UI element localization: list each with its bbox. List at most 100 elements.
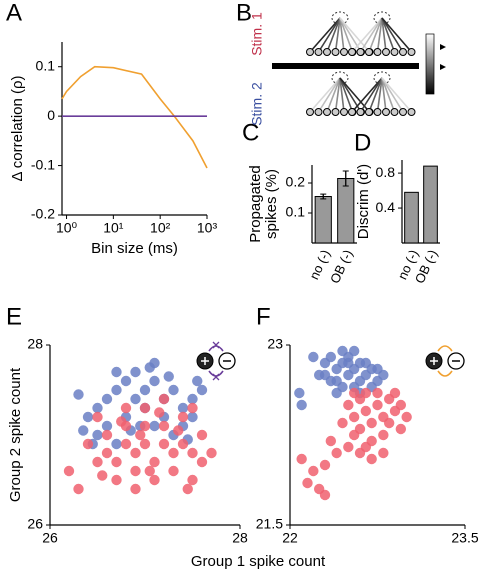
y-tick-label: -0.2 (31, 206, 55, 222)
x-tick-label: 10⁰ (56, 220, 78, 236)
target-neuron (365, 108, 373, 116)
scatter-point (182, 483, 193, 495)
synapse (381, 77, 413, 113)
y-axis-label: Discrim (d') (355, 164, 372, 239)
synapse (381, 17, 413, 53)
scatter-point (149, 375, 160, 387)
scatter-point (331, 387, 342, 399)
scatter-point (92, 456, 103, 468)
scatter-point (116, 416, 127, 427)
x-tick-label: 22 (282, 530, 298, 546)
target-neuron (323, 48, 331, 56)
synapse (381, 77, 404, 113)
target-neuron (373, 108, 382, 116)
scatter-point (139, 420, 151, 432)
scatter-point (383, 417, 395, 429)
target-neuron (340, 108, 348, 116)
scatter-point (348, 345, 360, 357)
y-tick-label: 0.1 (36, 57, 56, 73)
scatter-point (348, 411, 360, 423)
bar (314, 196, 332, 244)
scatter-point (187, 411, 198, 423)
synapse (339, 77, 354, 113)
scatter-point (97, 470, 108, 481)
network-diagram: Stim. 1 Stim. 2 (249, 11, 446, 126)
source-neuron (331, 71, 349, 85)
stim-label: Stim. 1 (249, 12, 265, 56)
scatter-point (378, 447, 389, 459)
scatter-point (173, 425, 184, 436)
synapse (326, 17, 341, 53)
scatter-point (348, 387, 360, 399)
synapse (376, 17, 383, 53)
scatter-point (187, 393, 198, 405)
synapse (351, 77, 383, 113)
scatter-point (343, 369, 354, 381)
target-neuron (356, 108, 365, 116)
scatter-point (294, 387, 305, 399)
series-line (61, 65, 208, 169)
bar (423, 165, 438, 244)
target-neuron (399, 48, 407, 56)
y-tick-label: -0.1 (31, 156, 55, 172)
y-axis-label: Δ correlation (ρ) (9, 75, 26, 181)
target-neuron (340, 48, 348, 56)
scatter-point (92, 411, 103, 423)
scatter-point (348, 429, 360, 441)
target-neuron (407, 48, 416, 56)
colorbar (425, 33, 435, 95)
scatter-point (120, 402, 132, 414)
scatter-point (130, 447, 141, 459)
target-neuron (348, 108, 356, 116)
y-tick-label: 0.8 (376, 164, 396, 180)
scatter-point (101, 447, 113, 459)
scatter-point (401, 411, 412, 423)
target-neuron (382, 108, 390, 116)
target-neuron (306, 108, 314, 116)
scatter-point (372, 399, 383, 411)
bar (404, 191, 419, 244)
scatter-point (163, 371, 174, 382)
scatter-point (92, 429, 103, 441)
target-neuron (331, 48, 340, 56)
target-neuron (399, 108, 407, 116)
y-tick-label: 0.4 (376, 199, 396, 215)
scatter-point (135, 429, 146, 441)
x-tick-label: 10³ (197, 220, 218, 236)
scatter-point (78, 425, 89, 436)
target-neuron (390, 108, 399, 116)
scatter-point (177, 411, 189, 423)
scatter-point (168, 447, 179, 459)
scatter-point (196, 456, 208, 468)
scatter-point (73, 483, 84, 495)
target-neuron (373, 48, 382, 56)
scatter-point (111, 384, 122, 396)
scatter-point (177, 438, 189, 450)
source-neuron (373, 11, 391, 25)
scatter-point (130, 483, 141, 495)
target-neuron (314, 48, 323, 56)
scatter-point (111, 366, 122, 378)
synapse (381, 17, 404, 53)
scatter-point (82, 411, 94, 423)
scatter-point (395, 423, 407, 435)
scatter-point (343, 441, 354, 453)
x-axis-label: Group 1 spike count (191, 553, 326, 570)
scatter-point (149, 474, 160, 486)
y-axis-label: spikes (%) (263, 169, 280, 239)
target-neuron (365, 48, 373, 56)
synapse (309, 77, 341, 113)
panel-label: C (242, 119, 259, 146)
scatter-point (149, 420, 160, 432)
target-neuron (390, 48, 399, 56)
scatter-point (158, 393, 170, 405)
x-tick-label: 23.5 (451, 530, 478, 546)
scatter-point (149, 456, 160, 468)
y-tick-label: 26 (27, 516, 43, 532)
scatter-point (187, 402, 198, 414)
target-neuron (382, 48, 390, 56)
panel-label: A (6, 0, 22, 26)
synapse (339, 77, 371, 113)
synapse (317, 17, 341, 53)
